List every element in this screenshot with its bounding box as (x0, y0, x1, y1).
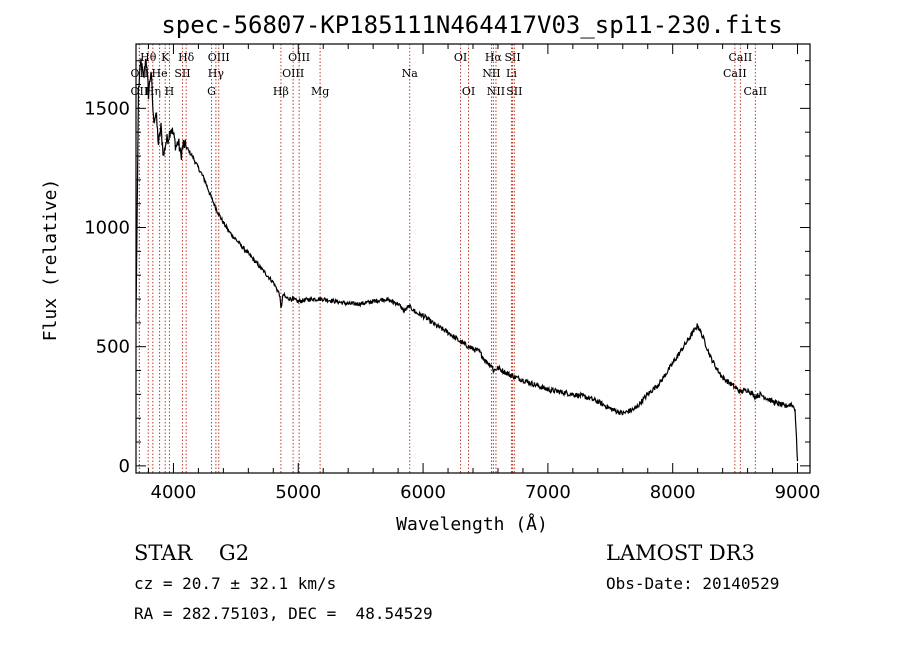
x-tick-label: 9000 (775, 482, 821, 503)
y-tick-label: 0 (119, 456, 130, 477)
flux-series-line (135, 58, 799, 462)
line-marker-label: OII (131, 85, 149, 98)
line-marker-label: Li (506, 67, 517, 80)
plot-frame (135, 43, 811, 474)
chart-title: spec-56807-KP185111N464417V03_sp11-230.f… (161, 11, 782, 39)
line-marker-label: He (152, 67, 168, 80)
line-marker-label: Hγ (208, 67, 225, 80)
x-tick-label: 6000 (400, 482, 446, 503)
line-marker-label: Hθ (140, 51, 157, 64)
velocity-label: cz = 20.7 ± 32.1 km/s (134, 574, 336, 593)
tick-labels: 4000 5000 6000 7000 8000 9000 0 500 1000 1500 (84, 98, 820, 503)
obs-date-label: Obs-Date: 20140529 (606, 574, 779, 593)
line-marker-label: Na (402, 67, 419, 80)
x-tick-label: 7000 (525, 482, 571, 503)
x-tick-label: 8000 (650, 482, 696, 503)
line-marker-label: SII (174, 67, 190, 80)
x-axis-label: Wavelength (Å) (396, 513, 548, 535)
y-tick-label: 500 (96, 337, 130, 358)
y-tick-label: 1000 (84, 218, 130, 239)
line-marker-label: Hβ (273, 85, 289, 98)
line-marker-label: SII (506, 85, 522, 98)
line-marker-label: H (165, 85, 175, 98)
y-axis-label: Flux (relative) (40, 179, 61, 342)
line-marker-label: K (161, 51, 170, 64)
line-marker-label: CaII (723, 67, 747, 80)
line-marker-label: OIII (282, 67, 304, 80)
line-marker-label: Mg (311, 85, 329, 98)
line-marker-label: NII (482, 67, 500, 80)
x-tick-label: 4000 (151, 482, 197, 503)
classification-label: STAR G2 (134, 541, 249, 565)
line-marker-label: CaII (743, 85, 767, 98)
line-marker-label: OIII (288, 51, 310, 64)
x-tick-label: 5000 (275, 482, 321, 503)
line-marker-label: Hα (485, 51, 503, 64)
y-tick-label: 1500 (84, 98, 130, 119)
line-marker-label: OI (462, 85, 475, 98)
line-marker-label: CaII (729, 51, 753, 64)
axis-ticks (136, 44, 810, 473)
line-marker-label: SII (504, 51, 520, 64)
line-marker-label: Hδ (178, 51, 195, 64)
survey-label: LAMOST DR3 (606, 541, 755, 565)
coordinates-label: RA = 282.75103, DEC = 48.54529 (134, 604, 433, 623)
line-marker-label: OI (454, 51, 467, 64)
line-marker-label: NII (487, 85, 505, 98)
line-marker-label: OIII (208, 51, 230, 64)
line-marker-label: G (207, 85, 216, 98)
